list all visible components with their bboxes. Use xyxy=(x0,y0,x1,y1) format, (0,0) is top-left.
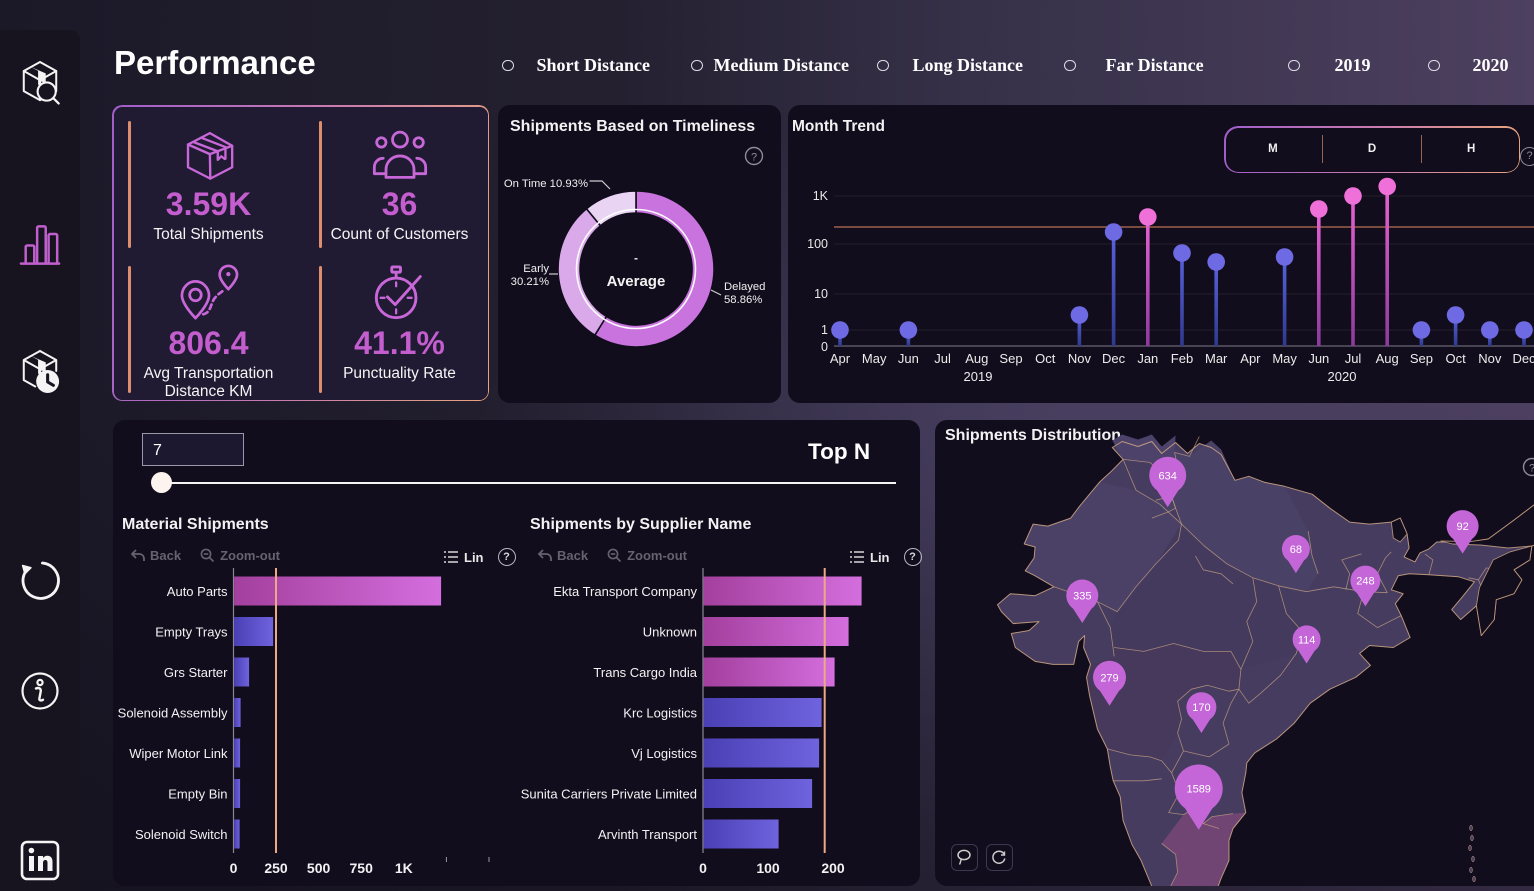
svg-text:Apr: Apr xyxy=(830,351,851,366)
svg-text:Sep: Sep xyxy=(1410,351,1433,366)
svg-text:Wiper Motor Link: Wiper Motor Link xyxy=(129,746,228,761)
svg-text:68: 68 xyxy=(1290,544,1302,556)
svg-text:Krc Logistics: Krc Logistics xyxy=(623,706,697,721)
svg-text:Solenoid Assembly: Solenoid Assembly xyxy=(118,706,228,721)
svg-text:Sunita Carriers Private Limite: Sunita Carriers Private Limited xyxy=(521,787,697,802)
svg-text:Sep: Sep xyxy=(999,351,1022,366)
svg-text:100: 100 xyxy=(807,237,828,251)
svg-text:Mar: Mar xyxy=(1205,351,1228,366)
svg-text:Delayed: Delayed xyxy=(724,281,765,293)
svg-text:Auto Parts: Auto Parts xyxy=(167,584,228,599)
svg-text:Jun: Jun xyxy=(1308,351,1329,366)
svg-text:1K: 1K xyxy=(395,860,413,876)
svg-text:0: 0 xyxy=(699,860,707,876)
svg-text:?: ? xyxy=(1529,463,1534,475)
svg-text:?: ? xyxy=(751,152,757,164)
svg-text:Ekta Transport Company: Ekta Transport Company xyxy=(553,584,697,599)
svg-text:30.21%: 30.21% xyxy=(511,276,549,288)
svg-text:279: 279 xyxy=(1100,672,1118,684)
svg-text:1K: 1K xyxy=(813,189,829,203)
svg-text:Jul: Jul xyxy=(934,351,951,366)
svg-text:200: 200 xyxy=(821,860,845,876)
svg-text:0: 0 xyxy=(230,860,238,876)
svg-text:Average: Average xyxy=(607,273,666,290)
svg-text:Feb: Feb xyxy=(1171,351,1193,366)
svg-text:10: 10 xyxy=(814,287,828,301)
svg-text:Aug: Aug xyxy=(965,351,988,366)
svg-text:Nov: Nov xyxy=(1478,351,1502,366)
svg-text:-: - xyxy=(634,251,638,265)
svg-text:Empty Bin: Empty Bin xyxy=(168,787,227,802)
svg-text:114: 114 xyxy=(1298,634,1316,646)
svg-text:Apr: Apr xyxy=(1240,351,1261,366)
svg-text:Vj Logistics: Vj Logistics xyxy=(631,746,697,761)
svg-text:Jan: Jan xyxy=(1137,351,1158,366)
svg-text:Trans Cargo India: Trans Cargo India xyxy=(593,665,697,680)
svg-text:335: 335 xyxy=(1073,591,1091,603)
svg-text:1: 1 xyxy=(821,323,828,337)
svg-text:Oct: Oct xyxy=(1445,351,1466,366)
svg-text:Dec: Dec xyxy=(1102,351,1126,366)
svg-text:May: May xyxy=(862,351,887,366)
svg-text:Empty Trays: Empty Trays xyxy=(155,625,228,640)
svg-text:248: 248 xyxy=(1356,576,1374,588)
svg-text:500: 500 xyxy=(307,860,331,876)
svg-text:634: 634 xyxy=(1159,470,1177,482)
svg-text:170: 170 xyxy=(1192,702,1210,714)
svg-text:May: May xyxy=(1272,351,1297,366)
svg-text:Arvinth Transport: Arvinth Transport xyxy=(598,827,697,842)
svg-text:Jun: Jun xyxy=(898,351,919,366)
svg-text:0: 0 xyxy=(821,340,828,354)
svg-text:Oct: Oct xyxy=(1035,351,1056,366)
svg-text:Early: Early xyxy=(523,263,549,275)
svg-text:Aug: Aug xyxy=(1376,351,1399,366)
svg-text:58.86%: 58.86% xyxy=(724,294,762,306)
svg-text:750: 750 xyxy=(350,860,374,876)
svg-text:Grs Starter: Grs Starter xyxy=(164,665,228,680)
svg-text:2019: 2019 xyxy=(964,369,993,384)
svg-text:1589: 1589 xyxy=(1186,784,1210,796)
svg-text:Nov: Nov xyxy=(1068,351,1092,366)
svg-text:92: 92 xyxy=(1456,521,1468,533)
svg-text:Dec: Dec xyxy=(1512,351,1534,366)
svg-text:Unknown: Unknown xyxy=(643,625,697,640)
svg-text:2020: 2020 xyxy=(1328,369,1357,384)
svg-text:100: 100 xyxy=(756,860,780,876)
svg-text:250: 250 xyxy=(264,860,288,876)
svg-text:Jul: Jul xyxy=(1345,351,1362,366)
svg-text:On Time 10.93%: On Time 10.93% xyxy=(504,178,588,190)
svg-text:Solenoid Switch: Solenoid Switch xyxy=(135,827,228,842)
